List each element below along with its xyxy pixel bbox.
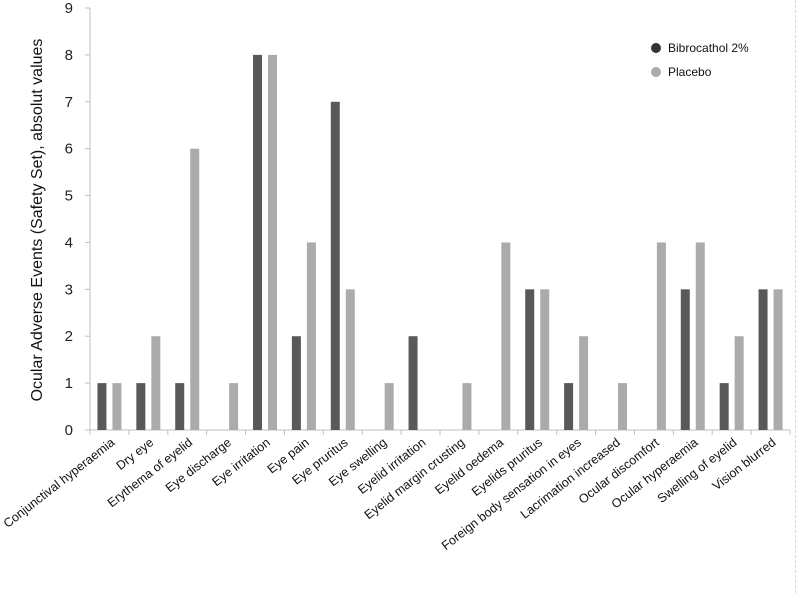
y-tick-label: 9 (65, 0, 73, 17)
y-tick-label: 0 (65, 422, 73, 439)
bar-bibrocathol (291, 336, 301, 430)
y-tick-label: 5 (65, 188, 73, 205)
bar-placebo (695, 242, 705, 430)
y-tick-label: 3 (65, 281, 73, 298)
bar-bibrocathol (758, 289, 768, 430)
bar-placebo (112, 383, 122, 430)
bar-placebo (345, 289, 355, 430)
bar-placebo (540, 289, 550, 430)
bar-placebo (656, 242, 666, 430)
legend: Bibrocathol 2% Placebo (651, 41, 749, 79)
x-category-label: Conjunctival hyperaemia (1, 435, 118, 530)
bar-bibrocathol (408, 336, 418, 430)
bar-bibrocathol (253, 54, 262, 431)
bar-bibrocathol (680, 289, 690, 430)
bar-placebo (462, 383, 472, 430)
bar-placebo (618, 383, 627, 430)
bar-bibrocathol (97, 383, 107, 430)
x-category-label: Foreign body sensation in eyes (439, 435, 584, 553)
legend-label-bibrocathol: Bibrocathol 2% (668, 41, 749, 55)
bar-placebo (773, 289, 783, 430)
y-tick-label: 4 (65, 234, 73, 251)
bar-bibrocathol (525, 289, 535, 430)
bar-placebo (501, 242, 511, 430)
bar-placebo (579, 336, 589, 430)
legend-marker-bibrocathol (651, 43, 661, 53)
bar-bibrocathol (564, 383, 574, 430)
bar-placebo (306, 242, 316, 430)
bar-placebo (229, 383, 239, 430)
y-tick-label: 7 (65, 94, 73, 111)
bar-placebo (384, 383, 394, 430)
bars (97, 54, 783, 431)
y-axis-title: Ocular Adverse Events (Safety Set), abso… (29, 39, 46, 402)
y-tick-label: 2 (65, 328, 73, 345)
bar-bibrocathol (175, 383, 185, 430)
y-tick-label: 6 (65, 141, 73, 158)
bar-placebo (190, 148, 200, 430)
x-axis (89, 429, 791, 435)
y-axis: 0 1 2 3 4 5 6 7 8 9 (65, 0, 91, 439)
legend-label-placebo: Placebo (668, 65, 712, 79)
bar-bibrocathol (330, 101, 340, 431)
frame-border (794, 0, 796, 593)
bar-placebo (734, 336, 744, 430)
bar-bibrocathol (719, 383, 729, 430)
y-tick-label: 8 (65, 47, 73, 64)
legend-marker-placebo (651, 67, 661, 77)
bar-placebo (151, 336, 161, 430)
bar-bibrocathol (136, 383, 146, 430)
bar-placebo (268, 54, 277, 431)
y-tick-label: 1 (65, 375, 73, 392)
